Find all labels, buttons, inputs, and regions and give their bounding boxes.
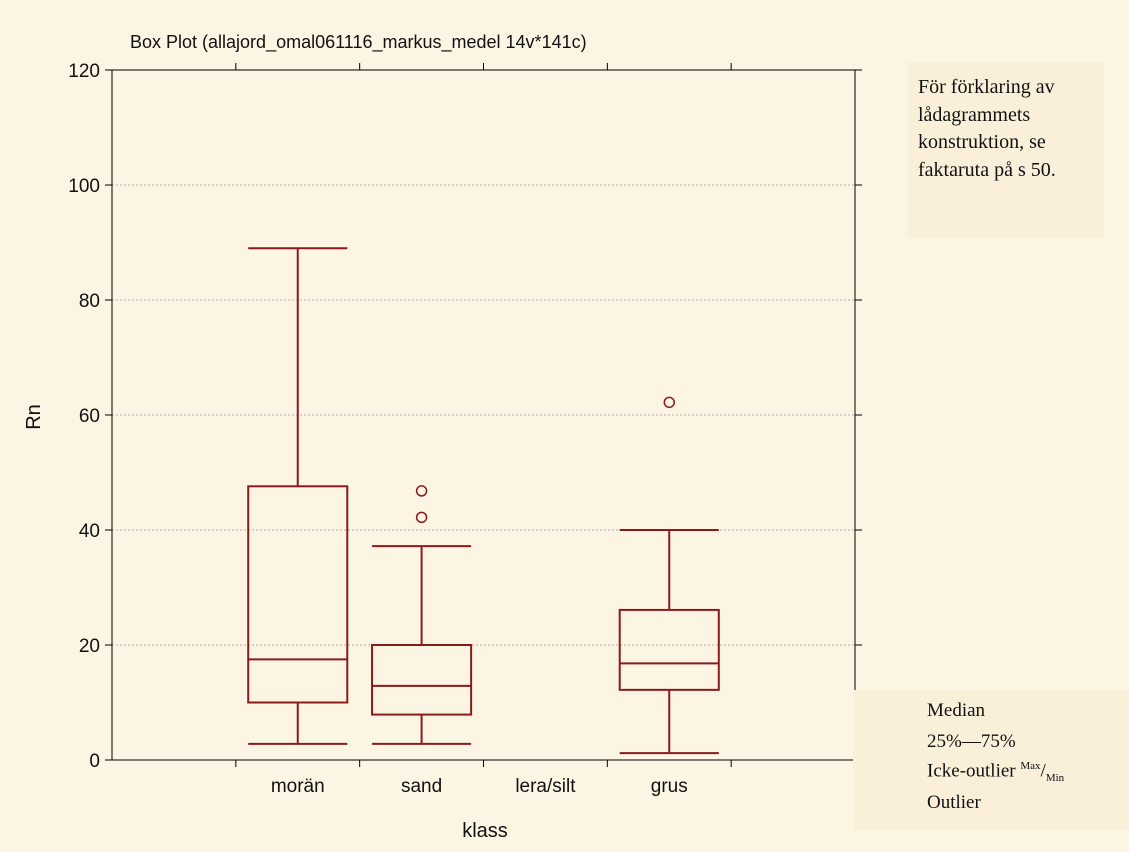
- box-iqr: [247, 485, 349, 704]
- legend-median-label: Median: [927, 700, 986, 721]
- y-tick-label: 20: [79, 636, 100, 657]
- box-group: [371, 485, 473, 745]
- y-tick-label: 100: [68, 176, 100, 197]
- y-tick-label: 120: [68, 61, 100, 82]
- legend: [853, 690, 1129, 830]
- note-line: konstruktion, se: [918, 131, 1046, 153]
- plot-frame: [111, 69, 856, 761]
- x-tick-label: grus: [651, 776, 688, 797]
- note-line: lådagrammets: [918, 103, 1031, 126]
- note-text: För förklaring av lådagrammets konstrukt…: [918, 74, 1103, 184]
- legend-whisker-separator: /: [1040, 760, 1046, 782]
- box-iqr: [371, 644, 473, 716]
- note-box: [908, 62, 1104, 238]
- y-tick-label: 40: [79, 521, 100, 542]
- x-tick-label: sand: [401, 776, 442, 797]
- y-tick-label: 0: [89, 751, 100, 772]
- y-tick-label: 80: [79, 291, 100, 312]
- x-axis-label: klass: [462, 820, 508, 842]
- legend-whisker-max: Max: [1020, 760, 1041, 772]
- outlier-point: [415, 485, 428, 497]
- outlier-point: [415, 511, 428, 524]
- legend-box-label: 25%—75%: [927, 731, 1016, 752]
- box-group: [618, 396, 720, 755]
- note-line: För förklaring av: [918, 76, 1055, 98]
- outlier-point: [663, 396, 675, 409]
- box-group: [247, 247, 349, 745]
- note-line: faktaruta på s 50.: [918, 158, 1056, 181]
- y-tick-label: 60: [79, 406, 100, 427]
- box-iqr: [618, 608, 720, 691]
- legend-whisker-min: Min: [1045, 772, 1065, 785]
- chart-title: Box Plot (allajord_omal061116_markus_med…: [130, 32, 587, 53]
- legend-whisker-label: Icke-outlier Max/Min: [927, 760, 1064, 784]
- x-tick-label: lera/silt: [515, 776, 576, 797]
- x-tick-label: morän: [271, 776, 325, 797]
- legend-whisker-text: Icke-outlier: [927, 760, 1016, 782]
- legend-outlier-label: Outlier: [927, 792, 981, 813]
- y-axis-label: Rn: [23, 404, 45, 430]
